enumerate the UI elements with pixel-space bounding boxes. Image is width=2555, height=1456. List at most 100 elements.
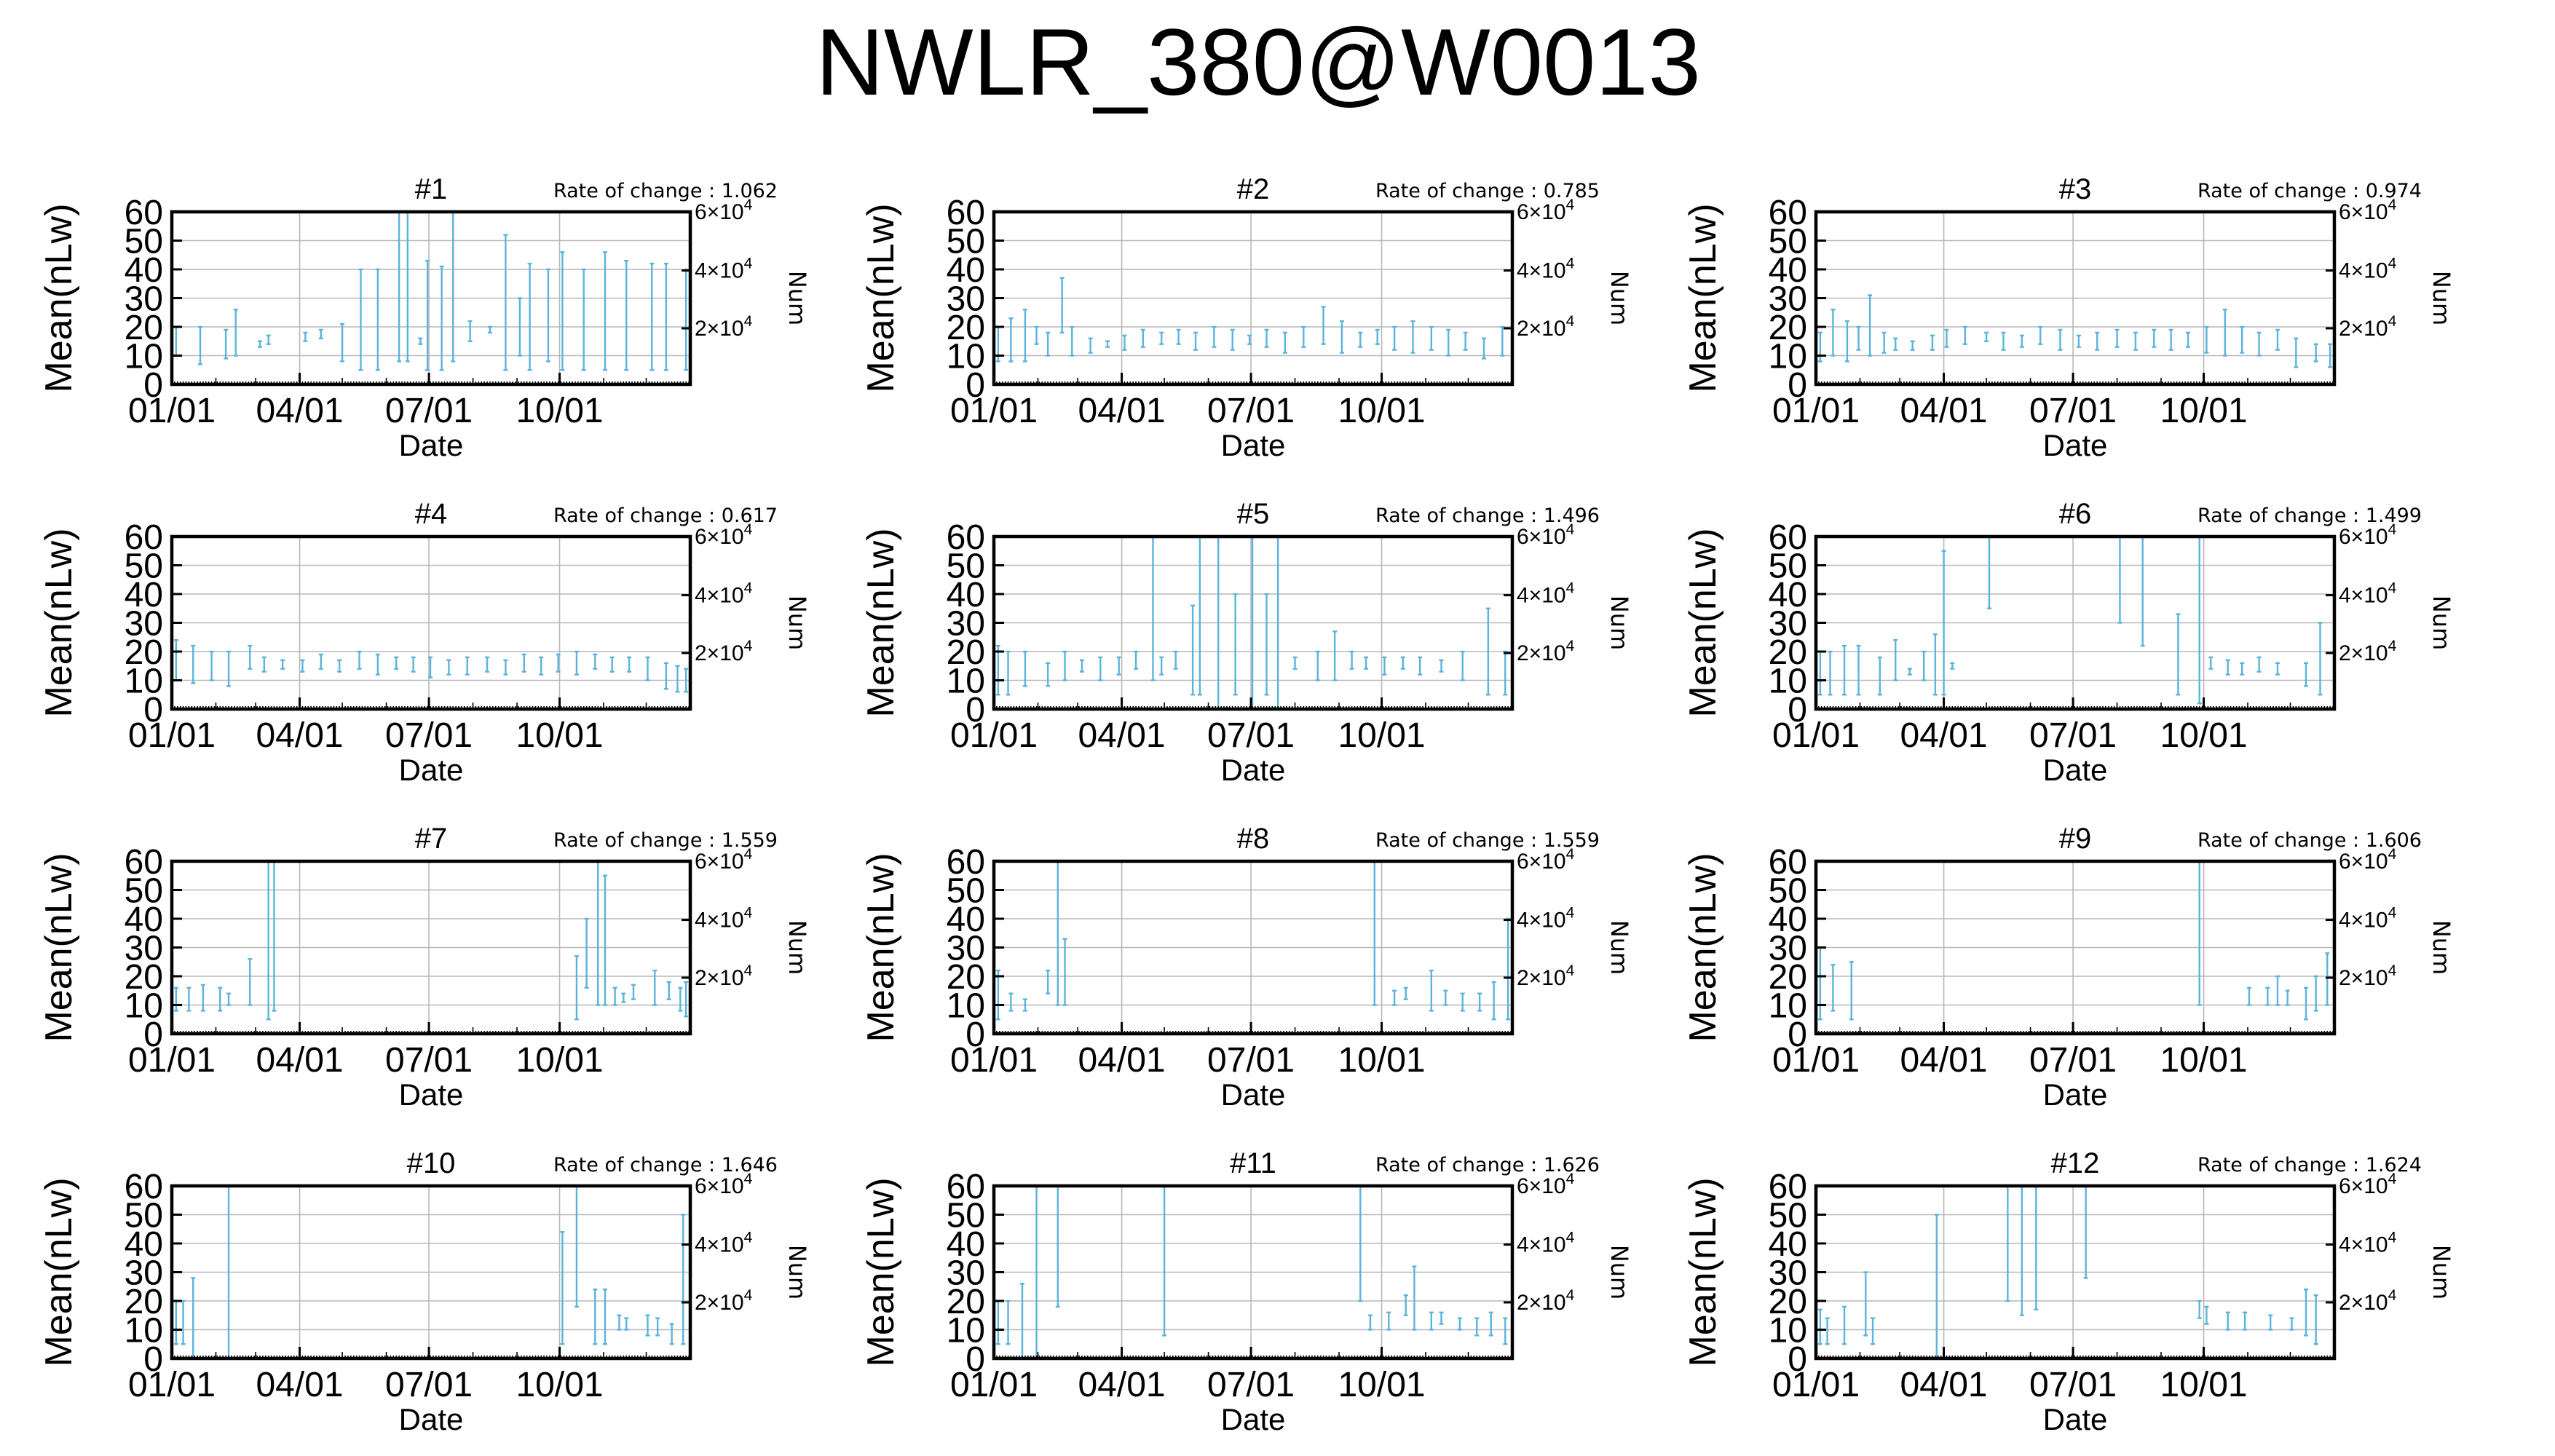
y-tick-label: 0 [143,1016,163,1054]
y-tick-label: 30 [1769,280,1807,319]
x-axis-label: Date [399,428,464,462]
x-axis-label: Date [1221,1402,1286,1436]
y2-tick-exponent: 4 [744,1287,753,1304]
x-tick-label: 07/01 [385,1041,473,1080]
x-axis-label: Date [2043,753,2108,787]
y-tick-label: 0 [1788,1016,1807,1054]
x-tick-label: 10/01 [2160,392,2247,430]
y2-tick-mantissa: 6×10 [695,1174,744,1198]
y2-tick-mantissa: 4×10 [695,584,744,608]
rate-of-change: Rate of change : 0.617 [553,505,778,527]
y-tick-label: 0 [965,691,985,729]
y-tick-label: 20 [947,633,985,672]
y-tick-label: 50 [1769,547,1807,586]
gridlines [172,861,690,1034]
x-tick-label: 01/01 [950,1041,1038,1080]
y2-tick-label: 2×104 [2339,638,2397,665]
x-tick-label: 07/01 [2029,392,2117,430]
y-tick-label: 0 [965,1016,985,1054]
y-axis-label: Mean(nLw) [860,1177,902,1366]
gridlines [172,212,690,384]
gridlines [994,861,1512,1034]
y-tick-label: 10 [125,987,163,1026]
y-axis-label: Mean(nLw) [38,528,80,717]
y2-tick-label: 4×104 [1517,580,1575,608]
x-tick-label: 01/01 [128,716,216,755]
y2-tick-label: 4×104 [2339,905,2397,933]
y2-tick-mantissa: 6×10 [695,200,744,224]
y-tick-label: 10 [125,1312,163,1350]
series-range-bars [173,860,689,1021]
x-tick-label: 01/01 [1772,1366,1860,1404]
y2-tick-mantissa: 6×10 [1517,525,1566,549]
x-tick-label: 07/01 [1207,1041,1295,1080]
y-tick-label: 60 [125,1168,163,1206]
panel-title: #4 [415,498,448,530]
panel-title: #11 [1230,1147,1276,1179]
y-tick-label: 30 [947,930,985,968]
y-tick-label: 60 [1769,1168,1807,1206]
x-tick-label: 07/01 [1207,392,1295,430]
y-tick-label: 50 [947,547,985,586]
y2-axis-label: Num [2428,920,2455,975]
x-tick-label: 01/01 [950,392,1038,430]
x-tick-label: 01/01 [1772,392,1860,430]
y2-tick-mantissa: 2×10 [695,1291,744,1315]
y2-axis-label: Num [783,1245,811,1299]
y-axis-label: Mean(nLw) [1682,203,1724,392]
y-tick-label: 50 [1769,223,1807,261]
y2-tick-exponent: 4 [744,638,753,654]
y-axis-label: Mean(nLw) [860,203,902,392]
y-tick-label: 30 [947,605,985,644]
y2-tick-exponent: 4 [1566,1287,1575,1304]
y2-tick-exponent: 4 [2388,638,2397,654]
y2-tick-label: 6×104 [2339,1171,2397,1198]
y2-tick-label: 2×104 [695,313,753,341]
y2-tick-mantissa: 6×10 [1517,1174,1566,1198]
y2-tick-exponent: 4 [744,256,753,272]
y2-tick-mantissa: 6×10 [1517,850,1566,874]
y2-tick-mantissa: 4×10 [2339,909,2388,933]
x-tick-label: 07/01 [2029,1041,2117,1080]
y-tick-label: 40 [125,1225,163,1264]
y2-tick-label: 4×104 [695,905,753,933]
y2-tick-exponent: 4 [1566,256,1575,272]
rate-of-change: Rate of change : 1.496 [1375,505,1600,527]
rate-of-change: Rate of change : 1.499 [2197,505,2422,527]
y-tick-label: 60 [125,843,163,882]
y-tick-label: 30 [1769,605,1807,644]
series-range-bars [1817,294,2333,368]
y-tick-label: 40 [947,1225,985,1264]
y2-tick-mantissa: 4×10 [2339,584,2388,608]
x-tick-label: 01/01 [128,392,216,430]
y2-tick-exponent: 4 [2388,521,2397,538]
x-tick-label: 10/01 [1338,716,1425,755]
y-tick-label: 20 [125,958,163,997]
x-tick-label: 01/01 [128,1041,216,1080]
y-tick-label: 50 [1769,1197,1807,1235]
y-tick-label: 50 [947,223,985,261]
rate-of-change: Rate of change : 1.624 [2197,1154,2422,1176]
panel-title: #8 [1237,823,1270,855]
y-tick-label: 60 [947,194,985,232]
y2-tick-label: 2×104 [1517,313,1575,341]
x-tick-label: 07/01 [385,392,473,430]
panel-title: #6 [2059,498,2092,530]
y2-tick-exponent: 4 [744,905,753,922]
y2-tick-label: 4×104 [2339,1230,2397,1257]
y-tick-label: 0 [965,366,985,405]
y-axis-label: Mean(nLw) [1682,528,1724,717]
y2-tick-exponent: 4 [1566,580,1575,597]
y2-tick-mantissa: 2×10 [1517,966,1566,990]
y-tick-label: 10 [1769,1312,1807,1350]
y2-axis-label: Num [783,920,811,975]
y-tick-label: 50 [125,547,163,586]
y2-tick-label: 4×104 [695,1230,753,1257]
panel-title: #2 [1237,173,1270,205]
